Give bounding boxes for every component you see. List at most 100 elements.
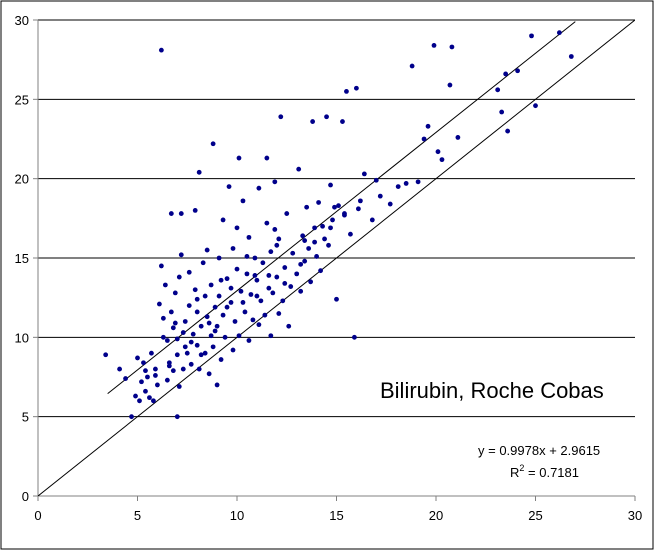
- data-point: [369, 217, 375, 223]
- data-point: [196, 366, 202, 372]
- data-point: [214, 382, 220, 388]
- data-point: [282, 265, 288, 270]
- data-point: [431, 42, 437, 48]
- data-point: [206, 320, 212, 326]
- data-point: [320, 223, 325, 229]
- data-point: [186, 269, 192, 275]
- data-point: [264, 220, 270, 226]
- data-point: [264, 155, 270, 161]
- data-point: [182, 344, 188, 350]
- data-point: [156, 301, 162, 307]
- tick-labels: 0 5 10 15 20 25 30 0 5 10 15 20 25 30: [15, 13, 643, 523]
- data-point: [252, 255, 258, 261]
- data-point: [141, 360, 146, 366]
- data-point: [135, 355, 140, 361]
- data-point: [170, 325, 176, 331]
- data-point: [568, 54, 574, 59]
- data-point: [176, 274, 182, 280]
- regression-line: [107, 21, 576, 395]
- data-point: [242, 309, 248, 315]
- data-point: [314, 254, 319, 259]
- data-point: [352, 334, 357, 340]
- data-point: [188, 339, 194, 345]
- data-point: [290, 250, 296, 256]
- data-point: [206, 371, 212, 377]
- data-point: [266, 285, 272, 291]
- y-tick-label: 25: [15, 92, 29, 107]
- data-point: [328, 182, 333, 188]
- data-point: [174, 336, 180, 342]
- data-point: [172, 320, 178, 326]
- r-squared: R2 = 0.7181: [510, 463, 579, 480]
- data-point: [288, 284, 294, 289]
- data-point: [270, 290, 276, 296]
- data-point: [310, 119, 316, 124]
- data-point: [533, 103, 538, 109]
- data-point: [194, 296, 200, 302]
- data-point: [216, 293, 222, 299]
- data-point: [176, 384, 182, 389]
- data-point: [503, 71, 509, 77]
- data-point: [357, 198, 363, 204]
- data-point: [212, 328, 218, 334]
- data-point: [224, 276, 230, 282]
- data-point: [228, 285, 234, 291]
- data-point: [214, 323, 220, 329]
- y-tick-label: 15: [15, 251, 29, 266]
- data-point: [208, 282, 214, 288]
- axes: [33, 19, 636, 501]
- data-point: [168, 211, 174, 216]
- data-point: [344, 89, 349, 94]
- data-point: [204, 247, 210, 253]
- data-point: [304, 204, 310, 210]
- x-tick-label: 25: [528, 508, 542, 523]
- data-point: [162, 282, 168, 288]
- data-point: [218, 357, 224, 362]
- data-point: [210, 344, 216, 350]
- data-point: [377, 193, 383, 199]
- data-point: [246, 234, 252, 240]
- data-point: [373, 177, 379, 183]
- x-tick-label: 10: [230, 508, 244, 523]
- data-point: [168, 309, 174, 315]
- data-point: [250, 317, 256, 323]
- data-point: [282, 280, 288, 286]
- data-point: [234, 225, 240, 231]
- data-point: [302, 238, 308, 243]
- data-point: [166, 363, 172, 369]
- data-point: [348, 231, 353, 237]
- data-point: [499, 109, 505, 115]
- data-point: [302, 258, 308, 264]
- data-point: [224, 304, 230, 310]
- data-point: [220, 312, 226, 318]
- data-point: [117, 366, 122, 372]
- data-point: [236, 333, 242, 339]
- data-point: [204, 314, 210, 320]
- data-point: [147, 395, 152, 401]
- data-point: [280, 298, 286, 304]
- data-point: [208, 333, 214, 339]
- data-point: [192, 287, 198, 293]
- data-point: [180, 330, 186, 335]
- data-point: [218, 277, 224, 283]
- data-point: [153, 373, 158, 378]
- data-point: [149, 350, 154, 356]
- data-point: [355, 206, 361, 212]
- data-point: [190, 331, 196, 337]
- data-point: [192, 208, 198, 213]
- data-point: [248, 292, 254, 297]
- data-point: [312, 239, 318, 245]
- data-point: [276, 311, 282, 316]
- data-point: [296, 166, 302, 172]
- data-point: [342, 211, 347, 216]
- data-point: [256, 185, 262, 191]
- x-tick-label: 15: [329, 508, 343, 523]
- data-point: [170, 368, 176, 374]
- data-point: [198, 352, 204, 358]
- data-point: [439, 157, 445, 163]
- data-point: [274, 274, 280, 280]
- data-point: [164, 338, 170, 343]
- data-point: [274, 242, 280, 248]
